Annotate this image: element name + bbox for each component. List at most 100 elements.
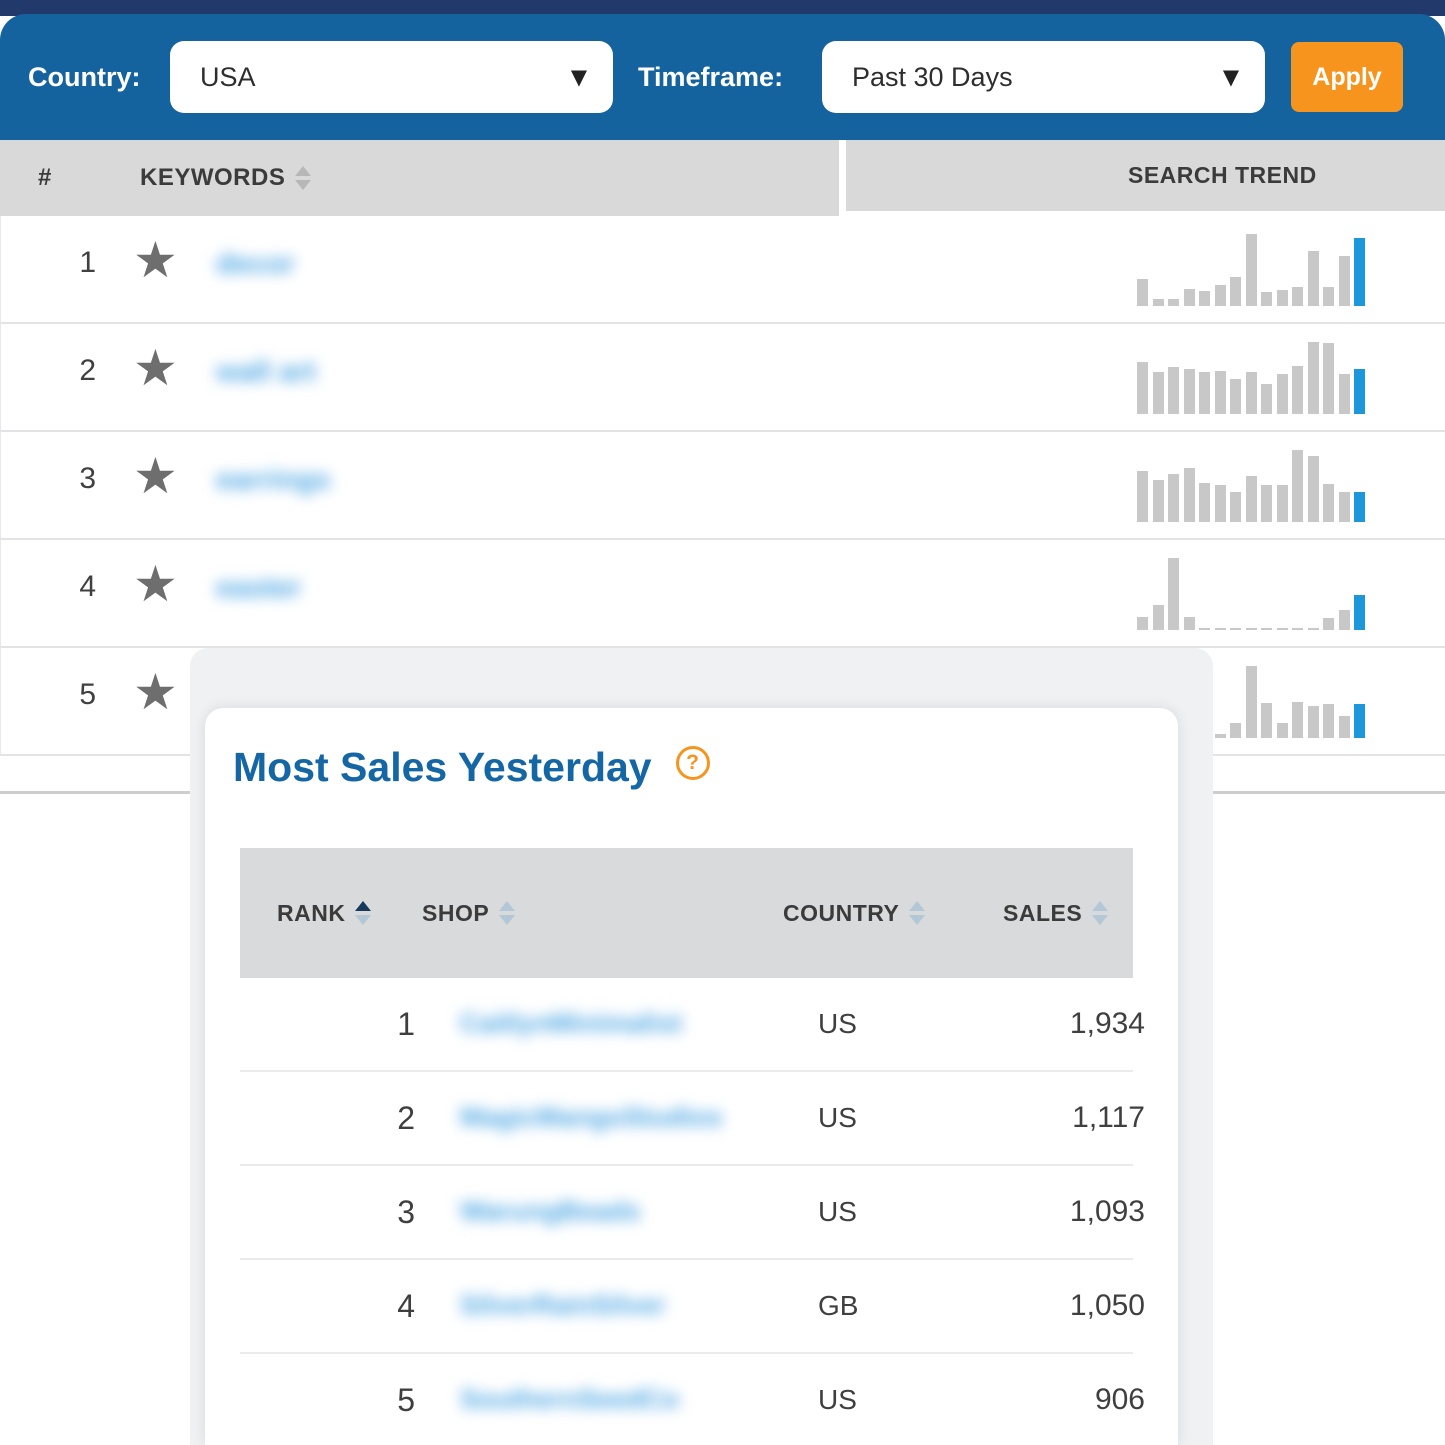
trend-bar — [1199, 372, 1210, 414]
keyword-link-blurred[interactable]: earrings — [216, 464, 331, 496]
trend-bar — [1261, 384, 1272, 414]
trend-bar — [1168, 367, 1179, 414]
most-sales-table-body: 1 CaitlynMinimalist US 1,934 2 MagicMang… — [240, 978, 1145, 1445]
column-header-country[interactable]: COUNTRY — [783, 848, 926, 978]
keyword-rank: 1 — [79, 246, 96, 279]
trend-bar — [1292, 366, 1303, 414]
search-trend-header: SEARCH TREND — [846, 140, 1445, 211]
shop-link-blurred[interactable]: WarungBeads — [460, 1196, 641, 1226]
shop-country: US — [818, 1384, 857, 1415]
trend-bar — [1168, 299, 1179, 306]
filter-bar: Country: USA ▼ Timeframe: Past 30 Days ▼… — [0, 14, 1445, 140]
trend-bar — [1354, 238, 1365, 306]
keyword-link-blurred[interactable]: easter — [216, 572, 302, 604]
shop-link-blurred[interactable]: MagicMangoStudios — [460, 1102, 723, 1132]
shop-sales: 906 — [1094, 1383, 1145, 1416]
trend-bar — [1245, 666, 1257, 738]
trend-bar — [1338, 374, 1350, 414]
search-trend-sparkline — [1137, 558, 1365, 630]
trend-bar — [1307, 628, 1319, 630]
trend-bar — [1137, 279, 1148, 306]
table-row: 1 CaitlynMinimalist US 1,934 — [240, 978, 1145, 1072]
trend-bar — [1245, 628, 1257, 630]
trend-bar — [1245, 234, 1257, 306]
table-row: 5 SouthernSeedCo US 906 — [240, 1354, 1145, 1445]
trend-bar — [1152, 480, 1164, 522]
timeframe-label: Timeframe: — [638, 61, 784, 92]
trend-bar — [1354, 492, 1365, 522]
shop-country: US — [818, 1196, 857, 1227]
trend-bar — [1168, 474, 1179, 522]
shop-sales: 1,050 — [1069, 1289, 1145, 1322]
column-header-shop[interactable]: SHOP — [422, 848, 516, 978]
trend-bar — [1307, 456, 1319, 522]
trend-bar — [1261, 703, 1272, 738]
shop-sales: 1,093 — [1069, 1195, 1145, 1228]
trend-bar — [1323, 704, 1334, 738]
country-select[interactable]: USA ▼ — [170, 41, 613, 113]
trend-bar — [1292, 450, 1303, 522]
help-icon[interactable]: ? — [675, 746, 710, 780]
column-header-shop-label: SHOP — [422, 899, 490, 926]
trend-bar — [1292, 702, 1303, 738]
trend-bar — [1137, 471, 1148, 522]
column-header-rank[interactable]: RANK — [277, 848, 372, 978]
trend-bar — [1276, 485, 1288, 522]
shop-link-blurred[interactable]: SouthernSeedCo — [460, 1384, 680, 1414]
shop-country: US — [818, 1008, 857, 1039]
shop-link-blurred[interactable]: CaitlynMinimalist — [460, 1008, 683, 1038]
trend-bar — [1354, 595, 1365, 630]
favorite-star-icon[interactable]: ★ — [133, 447, 178, 505]
trend-bar — [1214, 485, 1226, 522]
trend-bar — [1199, 628, 1210, 630]
trend-bar — [1338, 610, 1350, 630]
sort-arrows-icon — [1092, 901, 1109, 925]
favorite-star-icon[interactable]: ★ — [133, 339, 178, 397]
country-label: Country: — [28, 61, 141, 92]
timeframe-select-value: Past 30 Days — [852, 61, 1013, 92]
trend-bar — [1183, 468, 1195, 522]
trend-bar — [1214, 628, 1226, 630]
search-trend-sparkline — [1214, 666, 1365, 738]
shop-rank: 5 — [397, 1382, 415, 1418]
column-header-keywords[interactable]: KEYWORDS — [140, 140, 312, 216]
country-select-value: USA — [200, 61, 256, 92]
keyword-link-blurred[interactable]: decor — [216, 248, 295, 280]
trend-bar — [1183, 369, 1195, 414]
sort-arrows-icon — [355, 901, 372, 925]
trend-bar — [1245, 476, 1257, 522]
trend-bar — [1276, 628, 1288, 630]
trend-bar — [1276, 723, 1288, 738]
favorite-star-icon[interactable]: ★ — [133, 663, 178, 721]
trend-bar — [1292, 628, 1303, 630]
trend-bar — [1338, 492, 1350, 522]
favorite-star-icon[interactable]: ★ — [133, 555, 178, 613]
keyword-rank: 5 — [79, 678, 96, 711]
search-trend-sparkline — [1137, 450, 1365, 522]
shop-rank: 4 — [397, 1288, 415, 1324]
sort-arrows-icon — [295, 166, 312, 190]
trend-bar — [1183, 289, 1195, 306]
chevron-down-icon: ▼ — [1222, 65, 1239, 89]
trend-bar — [1338, 716, 1350, 738]
apply-button[interactable]: Apply — [1291, 42, 1403, 112]
timeframe-select[interactable]: Past 30 Days ▼ — [822, 41, 1265, 113]
shop-link-blurred[interactable]: SilverRainSilver — [460, 1290, 666, 1320]
trend-bar — [1307, 706, 1319, 738]
favorite-star-icon[interactable]: ★ — [133, 231, 178, 289]
trend-bar — [1230, 723, 1241, 738]
column-header-keywords-label: KEYWORDS — [140, 164, 286, 191]
column-header-number: # — [38, 164, 52, 191]
sort-arrows-icon — [909, 901, 926, 925]
trend-bar — [1199, 483, 1210, 522]
trend-bar — [1323, 287, 1334, 306]
column-header-sales[interactable]: SALES — [1003, 848, 1109, 978]
shop-country: GB — [818, 1290, 859, 1321]
search-trend-sparkline — [1137, 234, 1365, 306]
most-sales-title-row: Most Sales Yesterday ? — [233, 744, 710, 791]
column-header-rank-label: RANK — [277, 899, 346, 926]
keyword-link-blurred[interactable]: wall art — [216, 356, 316, 388]
keyword-rank: 4 — [79, 570, 96, 603]
most-sales-card: Most Sales Yesterday ? RANK SHOP COUNTRY… — [205, 708, 1178, 1445]
keyword-rank: 3 — [79, 462, 96, 495]
